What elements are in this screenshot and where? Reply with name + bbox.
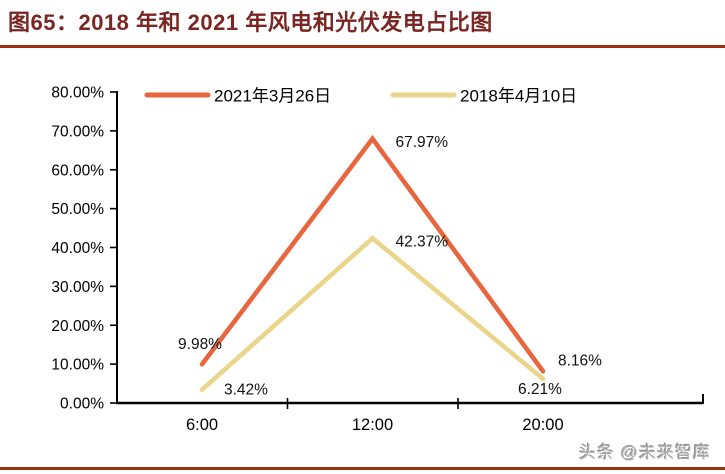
series-line-0 xyxy=(199,134,546,374)
y-axis-label: 50.00% xyxy=(51,201,104,218)
x-axis-label: 12:00 xyxy=(352,416,393,434)
y-axis-label: 20.00% xyxy=(51,318,104,335)
data-label: 42.37% xyxy=(396,233,449,250)
y-axis-label: 80.00% xyxy=(51,85,104,102)
figure-title: 图65：2018 年和 2021 年风电和光伏发电占比图 xyxy=(8,10,493,35)
watermark-text: 头条 @未来智库 xyxy=(579,443,711,462)
y-axis-label: 30.00% xyxy=(51,279,104,296)
legend-label-0: 2021年3月26日 xyxy=(214,87,331,106)
data-label: 9.98% xyxy=(178,336,222,353)
bottom-divider xyxy=(0,467,725,470)
data-label: 3.42% xyxy=(224,382,268,399)
data-label: 8.16% xyxy=(558,352,602,369)
data-label: 6.21% xyxy=(518,381,562,398)
y-axis-label: 60.00% xyxy=(51,162,104,179)
data-label: 67.97% xyxy=(396,134,449,151)
y-axis-label: 70.00% xyxy=(51,123,104,140)
x-axis-label: 6:00 xyxy=(186,416,218,434)
title-divider xyxy=(0,45,725,48)
legend-label-1: 2018年4月10日 xyxy=(460,87,577,106)
y-axis-label: 10.00% xyxy=(51,357,104,374)
x-axis-label: 20:00 xyxy=(522,416,563,434)
series-line-1 xyxy=(199,235,546,393)
y-axis-label: 40.00% xyxy=(51,240,104,257)
y-axis-label: 0.00% xyxy=(60,396,104,413)
